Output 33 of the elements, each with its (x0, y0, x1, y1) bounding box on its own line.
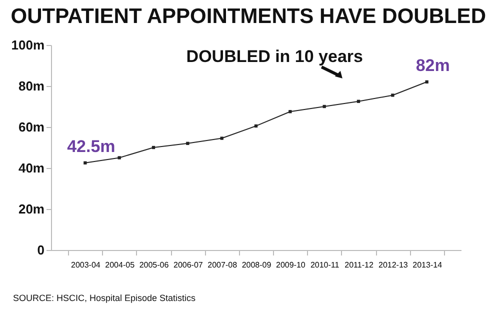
y-tick-label: 60m (18, 120, 44, 134)
x-tick-label: 2004-05 (105, 260, 136, 270)
point (254, 124, 258, 128)
x-tick-label: 2003-04 (70, 260, 101, 270)
point (391, 94, 394, 97)
x-tick-label: 2011-12 (344, 260, 374, 270)
source-note: SOURCE: HSCIC, Hospital Episode Statistics (13, 293, 196, 303)
x-tick-label: 2006-07 (173, 260, 204, 270)
x-tick-label: 2007-08 (208, 260, 238, 270)
x-tick-label: 2005-06 (139, 260, 170, 270)
point (288, 110, 292, 114)
point (186, 142, 190, 145)
y-tick-label: 20m (18, 202, 44, 216)
annotation: 82m (416, 56, 450, 75)
annotation: 42.5m (67, 136, 116, 156)
annotation: DOUBLED in 10 years (186, 47, 363, 66)
x-tick-label: 2013-14 (412, 260, 443, 270)
x-tick-label: 2012-13 (378, 260, 408, 270)
y-tick-label: 0 (37, 242, 44, 258)
y-tick-label: 40m (18, 160, 44, 176)
x-tick-label: 2009-10 (276, 260, 306, 270)
point (118, 156, 121, 160)
point (356, 100, 360, 103)
point (84, 161, 87, 164)
x-tick-label: 2010-11 (310, 260, 340, 270)
x-tick-label: 2008-09 (242, 260, 272, 270)
chart-title: OUTPATIENT APPOINTMENTS HAVE DOUBLED (10, 5, 486, 28)
y-tick-label: 100m (11, 38, 44, 52)
y-tick-label: 80m (18, 78, 44, 94)
point (152, 146, 156, 150)
point (322, 104, 326, 108)
point (425, 80, 428, 84)
point (220, 136, 224, 140)
